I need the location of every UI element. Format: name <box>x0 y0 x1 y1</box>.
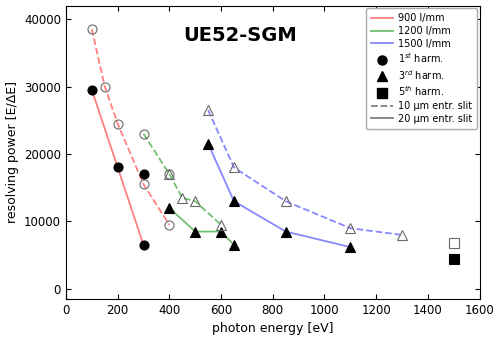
Y-axis label: resolving power [E/ΔE]: resolving power [E/ΔE] <box>6 81 18 223</box>
Text: UE52-SGM: UE52-SGM <box>183 26 296 45</box>
Legend: 900 l/mm, 1200 l/mm, 1500 l/mm, 1$^{st}$ harm., 3$^{rd}$ harm., 5$^{th}$ harm., : 900 l/mm, 1200 l/mm, 1500 l/mm, 1$^{st}$… <box>366 9 476 129</box>
X-axis label: photon energy [eV]: photon energy [eV] <box>212 323 334 336</box>
